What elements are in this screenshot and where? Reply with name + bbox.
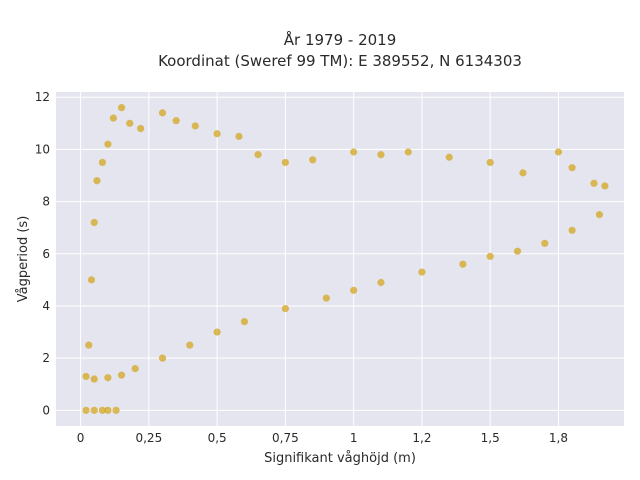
x-axis-title: Signifikant våghöjd (m) bbox=[264, 451, 416, 466]
data-point bbox=[486, 252, 494, 260]
data-point bbox=[568, 226, 576, 234]
data-point bbox=[158, 109, 167, 117]
data-point bbox=[513, 247, 522, 255]
x-tick-label: 0,25 bbox=[135, 431, 162, 445]
y-tick-label: 2 bbox=[42, 351, 50, 365]
data-point bbox=[104, 406, 112, 414]
x-tick-label: 1,8 bbox=[549, 431, 568, 445]
data-point bbox=[377, 278, 385, 287]
data-point bbox=[112, 406, 120, 414]
y-tick-label: 8 bbox=[42, 195, 50, 209]
data-point bbox=[117, 371, 126, 379]
data-point bbox=[459, 260, 467, 268]
data-point bbox=[350, 148, 358, 156]
y-tick-label: 12 bbox=[35, 90, 50, 104]
data-point bbox=[486, 158, 494, 167]
data-point bbox=[240, 318, 249, 326]
data-point bbox=[90, 406, 98, 414]
x-axis-ticks: 0 0,25 0,5 0,75 1 1,2 1,5 1,8 bbox=[77, 431, 568, 445]
data-point bbox=[90, 375, 98, 383]
data-point bbox=[98, 158, 107, 167]
data-point bbox=[109, 114, 117, 122]
data-point bbox=[87, 276, 96, 284]
y-tick-label: 6 bbox=[42, 247, 50, 261]
y-axis-ticks: 0 2 4 6 8 10 12 bbox=[35, 90, 50, 417]
data-point bbox=[595, 211, 604, 219]
y-tick-label: 0 bbox=[42, 403, 50, 417]
data-point bbox=[350, 286, 358, 294]
data-point bbox=[137, 124, 145, 133]
x-tick-label: 0,75 bbox=[272, 431, 299, 445]
data-point bbox=[104, 374, 112, 382]
data-point bbox=[213, 328, 221, 336]
data-point bbox=[541, 239, 549, 247]
data-point bbox=[131, 364, 139, 373]
data-point bbox=[158, 354, 167, 362]
data-point bbox=[601, 182, 609, 190]
data-point bbox=[90, 218, 98, 227]
data-point bbox=[93, 177, 101, 185]
data-point bbox=[126, 119, 134, 127]
data-point bbox=[117, 104, 126, 112]
data-point bbox=[82, 406, 90, 414]
data-point bbox=[554, 148, 563, 156]
data-point bbox=[568, 164, 576, 172]
y-tick-label: 4 bbox=[42, 299, 50, 313]
x-tick-label: 1,2 bbox=[412, 431, 431, 445]
data-point bbox=[309, 156, 317, 164]
data-point bbox=[82, 372, 90, 381]
chart-title-line-2: Koordinat (Sweref 99 TM): E 389552, N 61… bbox=[158, 52, 522, 70]
data-point bbox=[519, 169, 527, 177]
plot-area bbox=[56, 92, 624, 426]
data-point bbox=[281, 304, 289, 313]
data-point bbox=[186, 341, 194, 349]
y-axis-title: Vågperiod (s) bbox=[16, 216, 31, 303]
data-point bbox=[213, 130, 221, 138]
data-point bbox=[377, 151, 385, 159]
data-point bbox=[404, 148, 412, 156]
data-point bbox=[85, 341, 93, 349]
x-tick-label: 1,5 bbox=[481, 431, 500, 445]
x-tick-label: 0,5 bbox=[208, 431, 227, 445]
data-point bbox=[235, 132, 243, 140]
y-tick-label: 10 bbox=[35, 142, 50, 156]
scatter-points bbox=[82, 104, 609, 414]
x-tick-label: 0 bbox=[77, 431, 85, 445]
data-point bbox=[418, 268, 426, 276]
data-point bbox=[172, 117, 180, 125]
chart-title-line-1: År 1979 - 2019 bbox=[284, 30, 397, 49]
data-point bbox=[254, 151, 262, 159]
data-point bbox=[322, 294, 330, 302]
data-point bbox=[590, 179, 598, 187]
grid-lines bbox=[56, 92, 624, 426]
data-point bbox=[281, 158, 289, 167]
x-tick-label: 1 bbox=[350, 431, 358, 445]
data-point bbox=[104, 140, 112, 148]
data-point bbox=[98, 406, 107, 414]
data-point bbox=[445, 153, 453, 161]
data-point bbox=[191, 122, 199, 130]
